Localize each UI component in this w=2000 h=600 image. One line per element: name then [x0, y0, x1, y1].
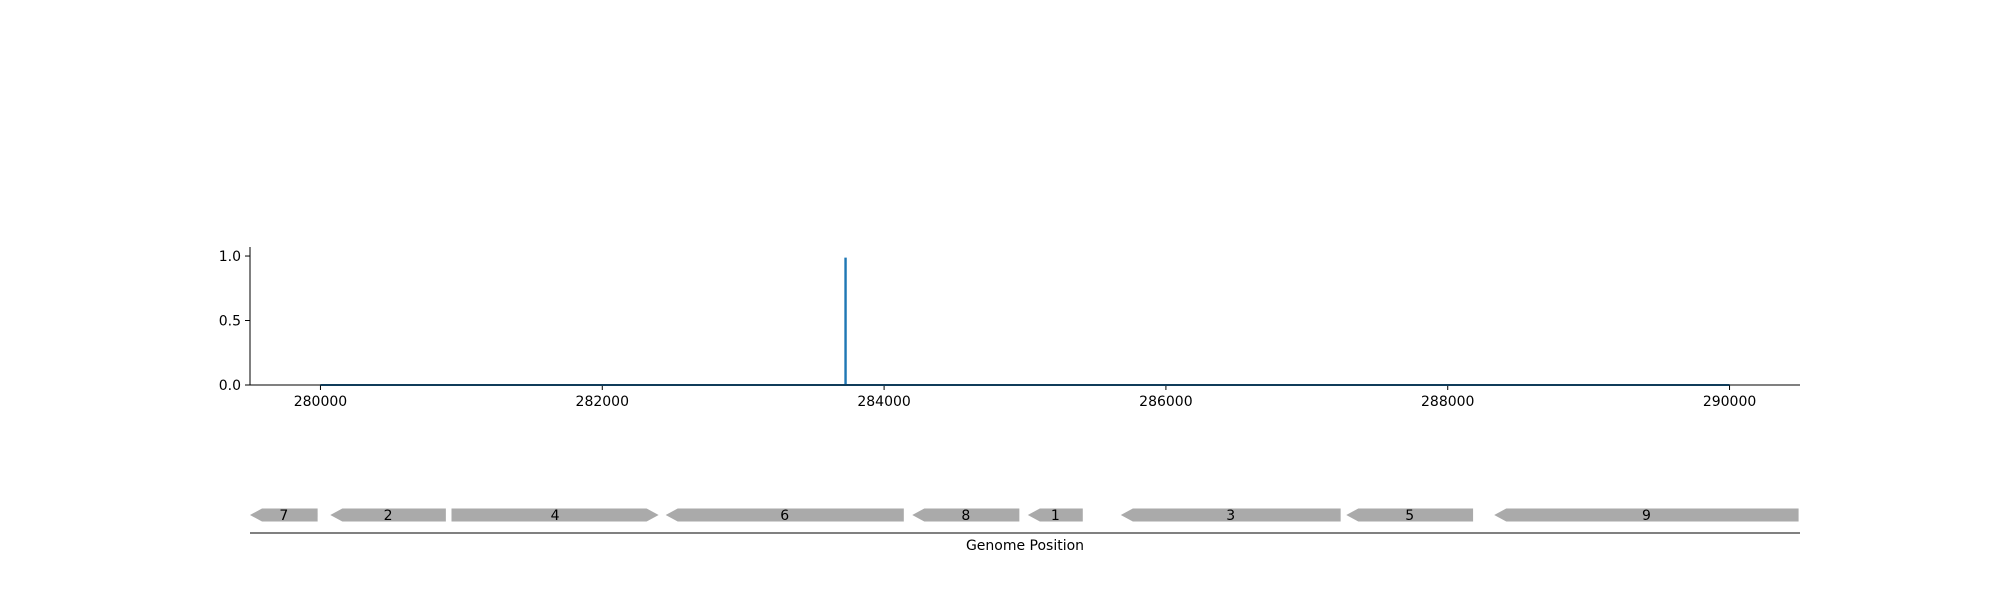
gene-arrow	[1027, 508, 1083, 522]
gene-arrow	[1346, 508, 1474, 522]
x-tick-label: 284000	[857, 394, 910, 410]
y-tick-label: 0.0	[219, 378, 241, 394]
gene-label: 8	[961, 508, 970, 524]
gene-label: 2	[384, 508, 393, 524]
gene-label: 6	[780, 508, 789, 524]
x-tick-label: 282000	[576, 394, 629, 410]
gene-arrow	[1120, 508, 1341, 522]
x-tick-label: 290000	[1703, 394, 1756, 410]
gene-label: 4	[551, 508, 560, 524]
x-tick-label: 288000	[1421, 394, 1474, 410]
y-ticks: 0.0 0.5 1.0	[219, 249, 250, 394]
x-axis-title: Genome Position	[966, 538, 1084, 554]
gene-arrow	[330, 508, 446, 522]
gene-arrow	[665, 508, 904, 522]
gene-arrow	[451, 508, 659, 522]
signal-plot: 280000 282000 284000 286000 288000 290000 0.0…	[219, 247, 1800, 410]
signal-line	[320, 257, 1730, 386]
gene-arrow	[912, 508, 1020, 522]
gene-arrow	[250, 508, 318, 522]
gene-label: 7	[279, 508, 288, 524]
x-ticks: 280000 282000 284000 286000 288000 290000	[294, 385, 1756, 410]
gene-label: 1	[1051, 508, 1060, 524]
y-tick-label: 0.5	[219, 314, 241, 330]
y-tick-label: 1.0	[219, 249, 241, 265]
gene-arrows: 7 2 4 6 8 1 3 5 9	[250, 508, 1799, 524]
gene-arrow	[1494, 508, 1799, 522]
x-tick-label: 280000	[294, 394, 347, 410]
gene-label: 5	[1405, 508, 1414, 524]
gene-track: 7 2 4 6 8 1 3 5 9 Genome Position	[250, 508, 1800, 554]
gene-label: 9	[1642, 508, 1651, 524]
x-tick-label: 286000	[1139, 394, 1192, 410]
gene-label: 3	[1226, 508, 1235, 524]
